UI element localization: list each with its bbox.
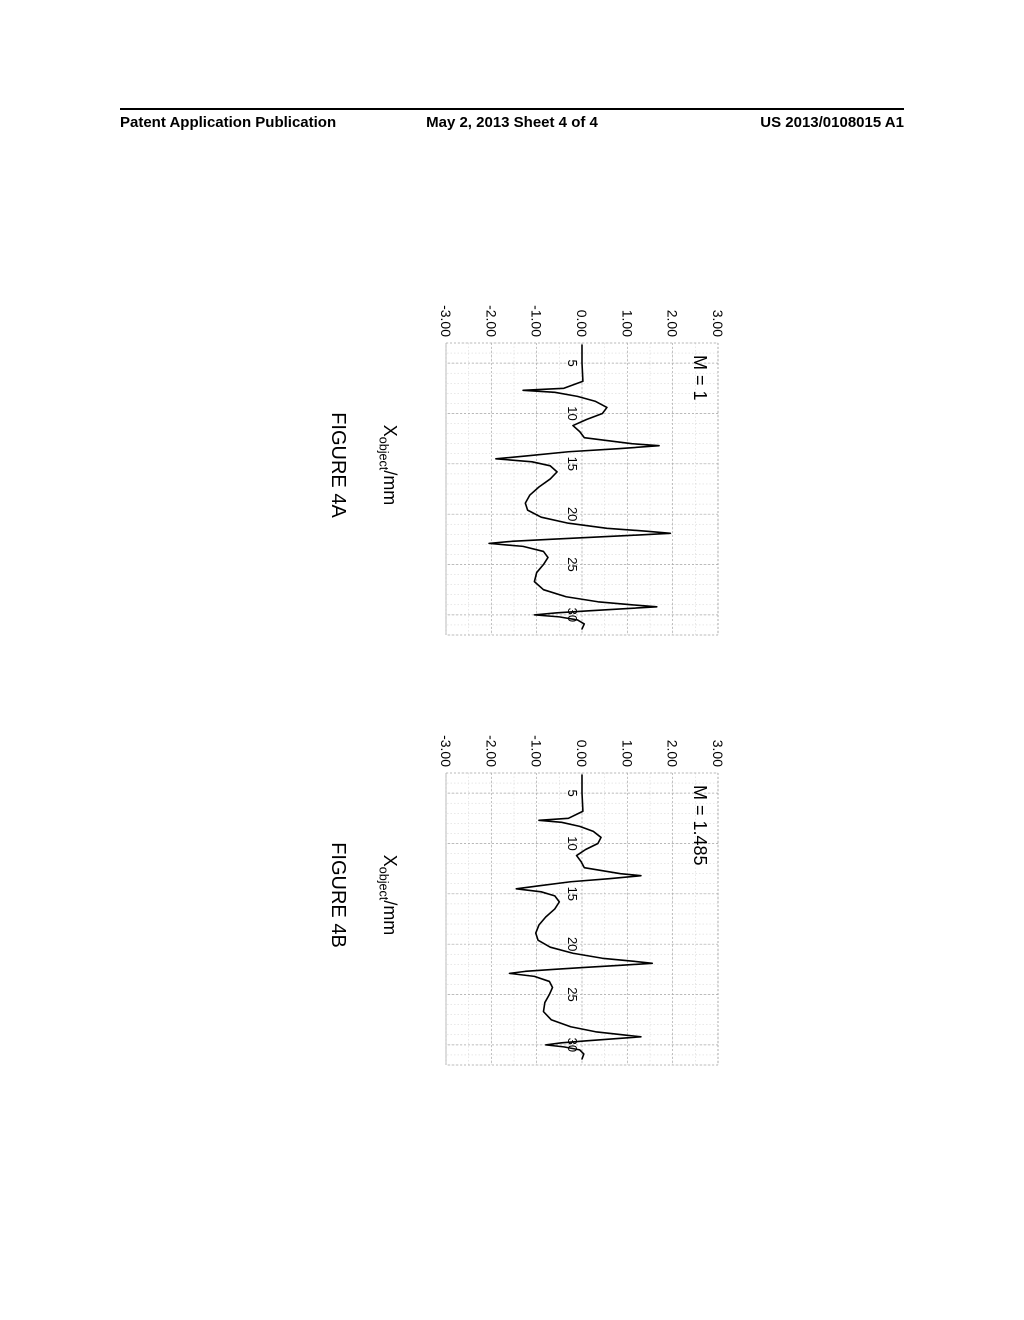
- x-axis-label-4b: Xobject/mm: [377, 855, 401, 936]
- svg-text:-1.00: -1.00: [529, 305, 545, 337]
- svg-text:-2.00: -2.00: [484, 305, 500, 337]
- chart-4b-svg: 3.00 2.00 1.00 0.00 -1.00 -2.00 -3.00 5 10 15 20 25…: [418, 715, 728, 1075]
- panel-4a: 3.00 2.00 1.00 0.00 -1.00 -2.00 -3.00 5 10 15 20 25…: [326, 285, 729, 645]
- svg-text:15: 15: [565, 887, 580, 901]
- svg-text:1.00: 1.00: [620, 740, 636, 767]
- x-axis-label-4a: Xobject/mm: [377, 425, 401, 506]
- m-label-4a: M = 1: [689, 355, 710, 401]
- chart-4b: 3.00 2.00 1.00 0.00 -1.00 -2.00 -3.00 5 10 15 20 25…: [418, 715, 728, 1075]
- m-label-4b: M = 1.485: [689, 785, 710, 866]
- svg-text:0.00: 0.00: [574, 740, 590, 767]
- svg-text:20: 20: [565, 507, 580, 521]
- svg-text:-3.00: -3.00: [438, 305, 454, 337]
- svg-text:25: 25: [565, 557, 580, 571]
- svg-text:3.00: 3.00: [710, 740, 726, 767]
- page: Patent Application Publication May 2, 20…: [0, 0, 1024, 1320]
- svg-text:10: 10: [565, 406, 580, 420]
- page-header: Patent Application Publication May 2, 20…: [120, 108, 904, 132]
- figure-caption-4a: FIGURE 4A: [326, 412, 349, 518]
- svg-text:0.00: 0.00: [574, 310, 590, 337]
- panel-4b: 3.00 2.00 1.00 0.00 -1.00 -2.00 -3.00 5 10 15 20 25…: [326, 715, 729, 1075]
- svg-text:10: 10: [565, 836, 580, 850]
- figure-caption-4b: FIGURE 4B: [326, 842, 349, 948]
- header-mid: May 2, 2013 Sheet 4 of 4: [381, 114, 642, 131]
- svg-text:2.00: 2.00: [665, 310, 681, 337]
- svg-text:3.00: 3.00: [710, 310, 726, 337]
- svg-text:5: 5: [565, 360, 580, 367]
- figure-row: 3.00 2.00 1.00 0.00 -1.00 -2.00 -3.00 5 10 15 20 25…: [67, 283, 987, 1077]
- svg-text:-2.00: -2.00: [484, 735, 500, 767]
- header-right: US 2013/0108015 A1: [643, 114, 904, 131]
- svg-text:2.00: 2.00: [665, 740, 681, 767]
- chart-4a-svg: 3.00 2.00 1.00 0.00 -1.00 -2.00 -3.00 5 10 15 20 25…: [418, 285, 728, 645]
- svg-text:1.00: 1.00: [620, 310, 636, 337]
- svg-text:15: 15: [565, 457, 580, 471]
- svg-text:25: 25: [565, 987, 580, 1001]
- svg-text:-1.00: -1.00: [529, 735, 545, 767]
- header-left: Patent Application Publication: [120, 114, 381, 131]
- chart-4a: 3.00 2.00 1.00 0.00 -1.00 -2.00 -3.00 5 10 15 20 25…: [418, 285, 728, 645]
- svg-text:20: 20: [565, 937, 580, 951]
- svg-text:5: 5: [565, 790, 580, 797]
- svg-text:-3.00: -3.00: [438, 735, 454, 767]
- figures-area: 3.00 2.00 1.00 0.00 -1.00 -2.00 -3.00 5 10 15 20 25…: [67, 283, 987, 1077]
